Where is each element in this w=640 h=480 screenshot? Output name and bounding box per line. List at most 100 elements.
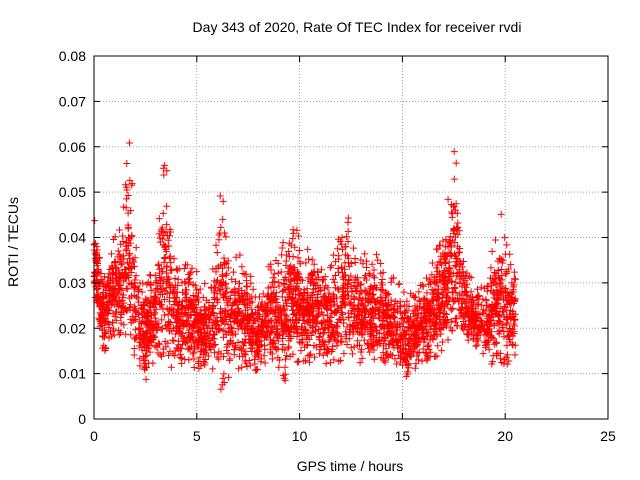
data-point xyxy=(387,278,395,286)
data-point xyxy=(403,297,411,305)
data-point xyxy=(98,304,106,312)
data-point xyxy=(286,282,294,290)
data-point xyxy=(365,289,373,297)
data-point xyxy=(114,266,122,274)
data-point xyxy=(157,285,165,293)
data-point xyxy=(222,307,230,315)
data-point xyxy=(322,360,330,368)
data-point xyxy=(221,327,229,335)
data-point xyxy=(393,360,401,368)
data-point xyxy=(130,345,138,353)
data-point xyxy=(373,341,381,349)
data-point xyxy=(344,309,352,317)
data-point xyxy=(258,327,266,335)
data-point xyxy=(159,164,167,172)
data-point xyxy=(225,373,233,381)
data-point xyxy=(463,299,471,307)
data-point xyxy=(415,348,423,356)
data-point xyxy=(226,295,234,303)
data-point xyxy=(478,309,486,317)
data-point xyxy=(199,319,207,327)
data-point xyxy=(160,276,168,284)
data-point xyxy=(490,294,498,302)
data-point xyxy=(155,324,163,332)
data-point xyxy=(328,347,336,355)
data-point xyxy=(145,344,153,352)
data-point xyxy=(505,357,513,365)
data-point xyxy=(488,333,496,341)
data-point xyxy=(118,286,126,294)
data-point xyxy=(186,278,194,286)
data-point xyxy=(497,266,505,274)
data-point xyxy=(469,303,477,311)
data-point xyxy=(284,294,292,302)
data-point xyxy=(416,338,424,346)
data-point xyxy=(294,295,302,303)
data-point xyxy=(337,356,345,364)
data-point xyxy=(269,279,277,287)
data-point xyxy=(160,295,168,303)
data-point xyxy=(108,290,116,298)
data-point xyxy=(415,288,423,296)
data-point xyxy=(300,286,308,294)
data-point xyxy=(146,271,154,279)
data-point xyxy=(503,288,511,296)
data-point xyxy=(344,227,352,235)
data-point xyxy=(353,325,361,333)
data-point xyxy=(204,305,212,313)
data-point xyxy=(344,238,352,246)
data-point xyxy=(151,272,159,280)
data-point xyxy=(216,325,224,333)
data-point xyxy=(301,320,309,328)
data-point xyxy=(340,295,348,303)
data-point xyxy=(474,310,482,318)
data-point xyxy=(247,344,255,352)
data-point xyxy=(163,232,171,240)
data-point xyxy=(194,294,202,302)
data-point xyxy=(505,325,513,333)
data-point xyxy=(334,318,342,326)
data-point xyxy=(356,288,364,296)
data-point xyxy=(438,300,446,308)
data-point xyxy=(258,318,266,326)
data-point xyxy=(195,323,203,331)
data-point xyxy=(402,334,410,342)
data-point xyxy=(450,175,458,183)
data-point xyxy=(308,272,316,280)
data-point xyxy=(434,261,442,269)
data-point xyxy=(490,335,498,343)
data-point xyxy=(117,271,125,279)
data-point xyxy=(166,347,174,355)
data-point xyxy=(444,336,452,344)
data-point xyxy=(231,291,239,299)
data-point xyxy=(114,303,122,311)
data-point xyxy=(125,251,133,259)
data-point xyxy=(252,366,260,374)
data-point xyxy=(483,283,491,291)
data-point xyxy=(132,244,140,252)
data-point xyxy=(222,233,230,241)
data-point xyxy=(201,359,209,367)
data-point xyxy=(172,293,180,301)
data-point xyxy=(207,308,215,316)
data-point xyxy=(268,317,276,325)
data-point xyxy=(476,316,484,324)
data-point xyxy=(294,286,302,294)
data-point xyxy=(254,314,262,322)
data-point xyxy=(433,332,441,340)
data-point xyxy=(159,285,167,293)
data-point xyxy=(223,341,231,349)
data-point xyxy=(126,250,134,258)
data-point xyxy=(424,343,432,351)
data-point xyxy=(132,333,140,341)
data-point xyxy=(190,355,198,363)
data-point xyxy=(450,283,458,291)
data-point xyxy=(490,321,498,329)
data-point xyxy=(242,282,250,290)
data-point xyxy=(358,319,366,327)
data-point xyxy=(343,340,351,348)
data-point xyxy=(238,286,246,294)
data-point xyxy=(444,300,452,308)
data-point xyxy=(482,297,490,305)
data-point xyxy=(101,346,109,354)
